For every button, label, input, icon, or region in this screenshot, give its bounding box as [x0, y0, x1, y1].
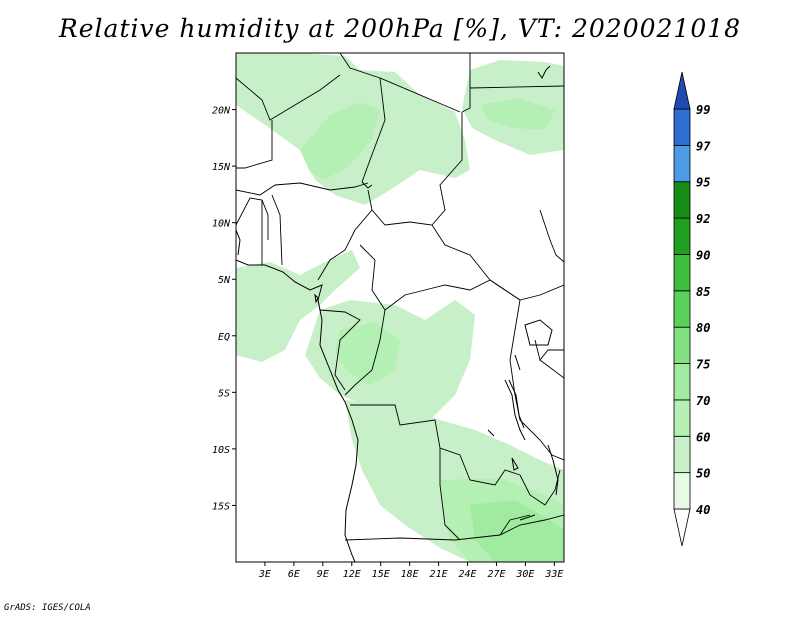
colorbar-label: 85: [696, 285, 710, 299]
lake-victoria: [524, 319, 553, 346]
colorbar: 40 50 60 70 75 80 85 90 92 95 97 99: [673, 71, 711, 547]
lake-tanganyika: [504, 379, 526, 441]
border-algeria-libya: [339, 53, 461, 113]
colorbar-label: 90: [696, 248, 710, 262]
border-kenya-tanzania: [539, 359, 564, 379]
border-angola-namibia: [344, 537, 456, 541]
plot-frame: [235, 52, 565, 563]
humidity-area-south-max: [470, 500, 564, 562]
lon-tick-label: 6E: [288, 569, 300, 580]
lon-tick-label: 24E: [458, 569, 476, 580]
humidity-area-west: [236, 250, 360, 362]
lon-tick-label: 18E: [401, 569, 419, 580]
border-benin-nigeria: [271, 194, 283, 266]
grads-credit: GrADS: IGES/COLA: [4, 603, 91, 613]
bioko-island: [314, 293, 319, 304]
colorbar-swatch: [673, 144, 691, 183]
border-gabon-congo: [319, 309, 361, 391]
colorbar-label: 40: [696, 503, 710, 517]
lake-malawi: [547, 444, 559, 496]
colorbar-swatch: [673, 399, 691, 437]
humidity-area-central-core: [335, 322, 400, 385]
humidity-shading: [236, 53, 564, 562]
lon-tick-label: 21E: [430, 569, 448, 580]
border-chad-sudan: [431, 112, 463, 226]
border-congo-drc: [344, 309, 386, 396]
lat-tick-label: 15S: [212, 501, 230, 512]
border-zambia-malawi: [519, 469, 561, 506]
colorbar-swatch: [673, 181, 691, 219]
lat-tick-label: 15N: [212, 162, 231, 173]
border-niger-south: [236, 182, 369, 196]
colorbar-swatch: [673, 290, 691, 328]
lon-tick-label: 9E: [317, 569, 329, 580]
colorbar-swatch: [673, 326, 691, 364]
border-sudan-ethiopia: [539, 209, 564, 263]
lon-tick-label: 15E: [372, 569, 390, 580]
coastline: [236, 65, 559, 562]
lon-tick-label: 27E: [487, 569, 505, 580]
border-namibia: [454, 514, 564, 541]
colorbar-label: 60: [696, 430, 710, 444]
colorbar-label: 95: [696, 176, 710, 190]
colorbar-swatch: [673, 472, 691, 510]
border-burkina: [236, 197, 269, 240]
colorbar-swatch: [673, 108, 691, 146]
lake-kariba: [519, 514, 536, 521]
colorbar-swatch: [673, 508, 691, 547]
border-mali-algeria: [236, 74, 341, 121]
border-mali-niger: [236, 120, 273, 169]
colorbar-label: 70: [696, 394, 710, 408]
map-title: Relative humidity at 200hPa [%], VT: 202…: [58, 14, 742, 43]
border-chad-car: [371, 209, 491, 281]
colorbar-label: 75: [696, 358, 710, 372]
lat-tick-label: 10S: [212, 445, 230, 456]
colorbar-label: 92: [696, 212, 710, 226]
lat-tick-label: 10N: [212, 219, 231, 230]
lon-tick-label: 12E: [343, 569, 361, 580]
red-sea-coast: [537, 65, 551, 79]
lat-tick-label: EQ: [218, 332, 230, 343]
border-cameroon-car: [359, 244, 386, 311]
coastline-west-africa: [236, 259, 359, 562]
border-angola-zambia: [439, 448, 461, 541]
colorbar-swatch: [673, 363, 691, 401]
border-libya-egypt: [461, 53, 471, 113]
colorbar-swatch: [673, 71, 691, 110]
border-zimbabwe: [499, 514, 531, 536]
coastline-west-inset: [236, 229, 241, 256]
lat-tick-label: 20N: [212, 106, 231, 117]
colorbar-swatch: [673, 435, 691, 474]
colorbar-label: 80: [696, 321, 710, 335]
colorbar-label: 50: [696, 467, 710, 481]
border-drc-angola: [350, 404, 521, 486]
lon-tick-label: 30E: [515, 569, 534, 580]
colorbar-swatch: [673, 254, 691, 292]
border-drc-uganda: [509, 299, 521, 421]
lat-tick-label: 5S: [218, 388, 230, 399]
humidity-area-northwest-core: [300, 102, 380, 180]
colorbar-swatch: [673, 217, 691, 255]
lon-tick-label: 33E: [544, 569, 563, 580]
lake-chad: [361, 181, 373, 189]
border-tanzania: [519, 419, 564, 461]
lat-tick-label: 5N: [218, 275, 231, 286]
border-niger-chad: [361, 77, 386, 183]
colorbar-label: 99: [696, 103, 710, 117]
border-egypt-sudan: [469, 85, 564, 89]
lake-albert: [514, 354, 521, 371]
longitude-axis: 3E 6E 9E 12E 15E 18E 21E 24E 27E 30E 33E: [258, 562, 563, 580]
border-south-sudan: [489, 279, 564, 301]
border-nigeria-cameroon: [317, 189, 373, 281]
country-boundaries: [236, 53, 564, 541]
lake-mweru: [487, 429, 519, 471]
colorbar-label: 97: [696, 139, 711, 153]
lon-tick-label: 3E: [258, 569, 271, 580]
latitude-axis: 20N 15N 10N 5N EQ 5S 10S 15S: [212, 106, 236, 512]
humidity-area-northeast-core: [480, 98, 555, 130]
border-kenya-uganda: [534, 339, 564, 361]
